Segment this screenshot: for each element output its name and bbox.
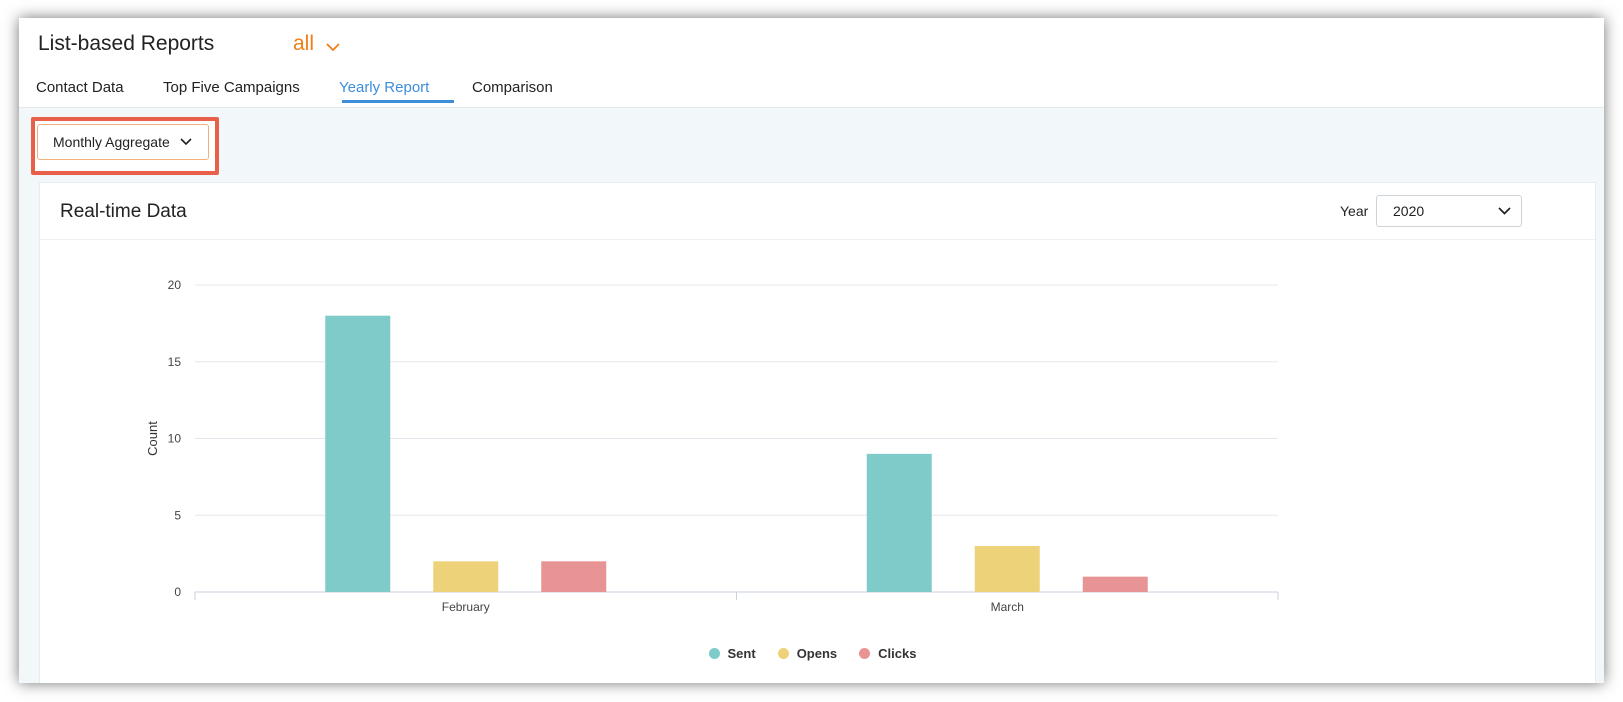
list-filter-value: all bbox=[293, 32, 315, 55]
tab-comparison[interactable]: Comparison bbox=[472, 79, 553, 96]
app-window: List-based Reports all Contact Data Top … bbox=[19, 18, 1604, 683]
chevron-down-icon bbox=[180, 138, 192, 146]
y-tick-label: 15 bbox=[168, 355, 182, 369]
tab-top-five-campaigns[interactable]: Top Five Campaigns bbox=[163, 79, 300, 96]
card-title: Real-time Data bbox=[60, 201, 187, 222]
year-label: Year bbox=[1340, 203, 1369, 219]
legend-swatch bbox=[777, 648, 789, 659]
y-tick-label: 5 bbox=[174, 508, 181, 522]
legend-swatch bbox=[708, 648, 720, 659]
active-tab-indicator bbox=[342, 100, 454, 103]
bar-clicks-march bbox=[1082, 576, 1148, 592]
top-bar: List-based Reports all bbox=[19, 18, 1604, 70]
x-tick-label: March bbox=[991, 600, 1024, 614]
legend-item-sent[interactable]: Sent bbox=[708, 646, 756, 661]
bar-sent-march bbox=[866, 453, 932, 592]
card-header: Real-time Data Year 2020 bbox=[40, 183, 1595, 240]
bar-sent-february bbox=[325, 315, 391, 592]
list-filter-dropdown[interactable]: all bbox=[293, 32, 340, 56]
legend-item-clicks[interactable]: Clicks bbox=[859, 646, 916, 661]
y-axis-label: Count bbox=[145, 421, 160, 456]
chevron-down-icon bbox=[326, 42, 340, 51]
legend-label: Clicks bbox=[878, 646, 917, 661]
legend-label: Sent bbox=[727, 646, 756, 661]
bar-clicks-february bbox=[541, 561, 607, 592]
year-dropdown[interactable]: 2020 bbox=[1376, 195, 1522, 227]
tab-yearly-report[interactable]: Yearly Report bbox=[339, 79, 430, 96]
bar-opens-february bbox=[433, 561, 499, 592]
chart-legend: Sent Opens Clicks bbox=[19, 646, 1604, 661]
bar-opens-march bbox=[974, 545, 1040, 592]
tab-contact-data[interactable]: Contact Data bbox=[36, 79, 124, 96]
page-title: List-based Reports bbox=[38, 32, 215, 55]
aggregate-dropdown[interactable]: Monthly Aggregate bbox=[37, 124, 209, 160]
report-tabs: Contact Data Top Five Campaigns Yearly R… bbox=[19, 69, 1604, 108]
realtime-data-card: Real-time Data Year 2020 bbox=[39, 182, 1596, 683]
bar-chart: 0 5 10 15 20 Count February March bbox=[145, 278, 1279, 614]
aggregate-dropdown-value: Monthly Aggregate bbox=[53, 134, 170, 150]
y-tick-label: 0 bbox=[174, 585, 181, 599]
year-dropdown-value: 2020 bbox=[1393, 203, 1425, 219]
y-tick-label: 10 bbox=[168, 432, 182, 446]
legend-swatch bbox=[859, 648, 871, 659]
chevron-down-icon bbox=[1498, 207, 1511, 215]
legend-item-opens[interactable]: Opens bbox=[777, 646, 838, 661]
y-tick-label: 20 bbox=[168, 278, 182, 292]
legend-label: Opens bbox=[796, 646, 838, 661]
x-tick-label: February bbox=[442, 600, 490, 614]
